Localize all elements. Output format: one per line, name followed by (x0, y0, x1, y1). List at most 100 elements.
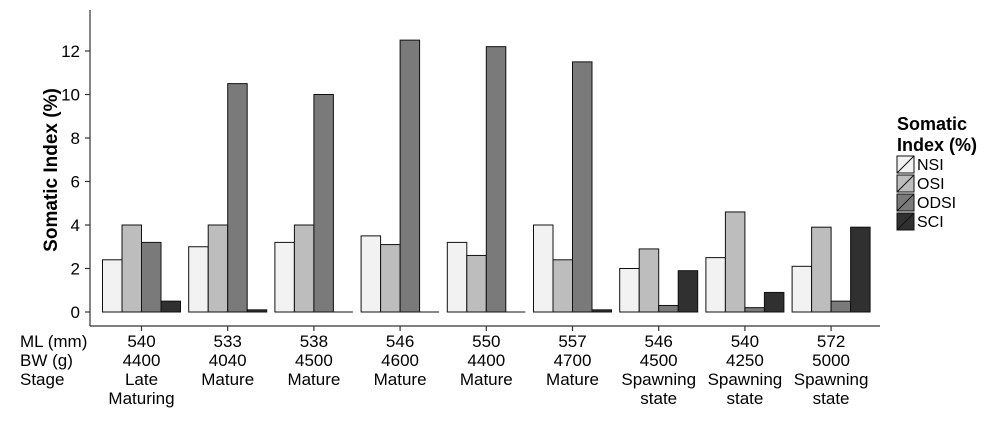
bar-nsi-8 (705, 257, 726, 313)
bar-sci-9 (850, 226, 871, 313)
category-4-label-1: 546 (386, 332, 414, 351)
bar-sci-2 (246, 309, 268, 313)
y-tick-label-4: 8 (71, 129, 80, 148)
legend-swatch-slash-nsi (896, 155, 915, 174)
bar-nsi-3 (274, 241, 295, 313)
y-tick-label-1: 2 (71, 260, 80, 279)
y-tick-label-2: 4 (71, 216, 80, 235)
legend-swatch-slash-osi (896, 174, 915, 193)
category-5-label-1: 550 (472, 332, 500, 351)
y-tick-label-3: 6 (71, 173, 80, 192)
bar-group-2 (188, 83, 268, 313)
bar-osi-2 (207, 224, 229, 313)
bar-odsi-6 (572, 61, 593, 313)
bar-nsi-4 (360, 235, 382, 313)
bar-group-7 (619, 248, 699, 313)
bar-group-3 (274, 94, 353, 313)
category-2-label-1: 533 (214, 332, 242, 351)
legend-label-odsi: ODSI (917, 195, 956, 212)
category-1-label-3: Late (125, 370, 158, 389)
category-labels: ML (mm)BW (g)Stage5404400LateMaturing533… (20, 332, 868, 408)
category-9-label-4: state (813, 389, 850, 408)
category-7-label-1: 546 (645, 332, 673, 351)
category-5-label-2: 4400 (467, 351, 505, 370)
bar-nsi-7 (619, 268, 640, 313)
bar-odsi-8 (744, 307, 765, 313)
bar-group-1 (102, 224, 181, 313)
bar-nsi-5 (446, 241, 468, 313)
y-tick-label-0: 0 (71, 303, 80, 322)
x-axis (90, 325, 880, 331)
bar-nsi-9 (791, 265, 813, 313)
category-4-label-2: 4600 (381, 351, 419, 370)
bar-osi-9 (811, 226, 832, 313)
legend-item-nsi: NSI (896, 155, 944, 174)
legend-label-sci: SCI (917, 214, 944, 231)
bar-osi-8 (724, 211, 746, 313)
bar-group-4 (360, 39, 440, 313)
category-9-label-2: 5000 (812, 351, 850, 370)
category-3-label-3: Mature (287, 370, 340, 389)
bar-group-6 (533, 61, 612, 313)
bar-odsi-3 (313, 94, 334, 313)
category-2-label-2: 4040 (209, 351, 247, 370)
bar-sci-1 (160, 300, 181, 313)
category-5-label-3: Mature (460, 370, 513, 389)
bars (102, 39, 871, 313)
bar-odsi-9 (830, 300, 852, 313)
category-2-label-3: Mature (201, 370, 254, 389)
bar-osi-6 (552, 259, 573, 313)
category-6-label-1: 557 (558, 332, 586, 351)
category-6-label-2: 4700 (554, 351, 592, 370)
category-1-label-4: Maturing (108, 389, 174, 408)
category-9-label-3: Spawning (794, 370, 869, 389)
bar-osi-1 (121, 224, 142, 313)
bar-osi-5 (466, 254, 487, 313)
category-8-label-1: 540 (731, 332, 759, 351)
row-label-3: Stage (20, 370, 64, 389)
bar-odsi-7 (658, 304, 679, 313)
legend-item-osi: OSI (896, 174, 945, 193)
category-3-label-2: 4500 (295, 351, 333, 370)
bar-osi-3 (293, 224, 315, 313)
bar-group-9 (791, 226, 871, 313)
legend-label-osi: OSI (917, 176, 945, 193)
bar-group-5 (446, 46, 526, 313)
bar-osi-4 (380, 244, 401, 313)
category-7-label-3: Spawning (621, 370, 696, 389)
bar-odsi-2 (227, 83, 248, 313)
legend-swatch-slash-sci (896, 212, 915, 231)
category-6-label-3: Mature (546, 370, 599, 389)
y-tick-label-5: 10 (61, 86, 80, 105)
legend-label-nsi: NSI (917, 157, 944, 174)
legend-item-odsi: ODSI (896, 193, 956, 212)
category-7-label-4: state (640, 389, 677, 408)
category-8-label-4: state (726, 389, 763, 408)
bar-odsi-1 (141, 241, 162, 313)
bar-osi-7 (638, 248, 660, 313)
bar-nsi-2 (188, 246, 209, 313)
category-1-label-2: 4400 (123, 351, 161, 370)
category-3-label-1: 538 (300, 332, 328, 351)
bar-group-8 (705, 211, 785, 313)
y-tick-label-6: 12 (61, 42, 80, 61)
legend-item-sci: SCI (896, 212, 944, 231)
bar-odsi-4 (399, 39, 421, 313)
category-1-label-1: 540 (127, 332, 155, 351)
bar-nsi-1 (102, 259, 123, 313)
row-label-1: ML (mm) (20, 332, 87, 351)
category-7-label-2: 4500 (640, 351, 678, 370)
bar-sci-6 (591, 309, 612, 313)
category-4-label-3: Mature (374, 370, 427, 389)
bar-sci-7 (677, 270, 699, 313)
category-8-label-2: 4250 (726, 351, 764, 370)
legend-title-line-1: Somatic (897, 114, 967, 134)
y-axis-label: Somatic Index (%) (41, 88, 62, 252)
category-8-label-3: Spawning (708, 370, 783, 389)
legend-title-line-2: Index (%) (897, 135, 977, 155)
legend-swatch-slash-odsi (896, 193, 915, 212)
y-axis: 0 2 4 6 8 10 12 (61, 10, 91, 326)
category-9-label-1: 572 (817, 332, 845, 351)
row-label-2: BW (g) (20, 351, 73, 370)
